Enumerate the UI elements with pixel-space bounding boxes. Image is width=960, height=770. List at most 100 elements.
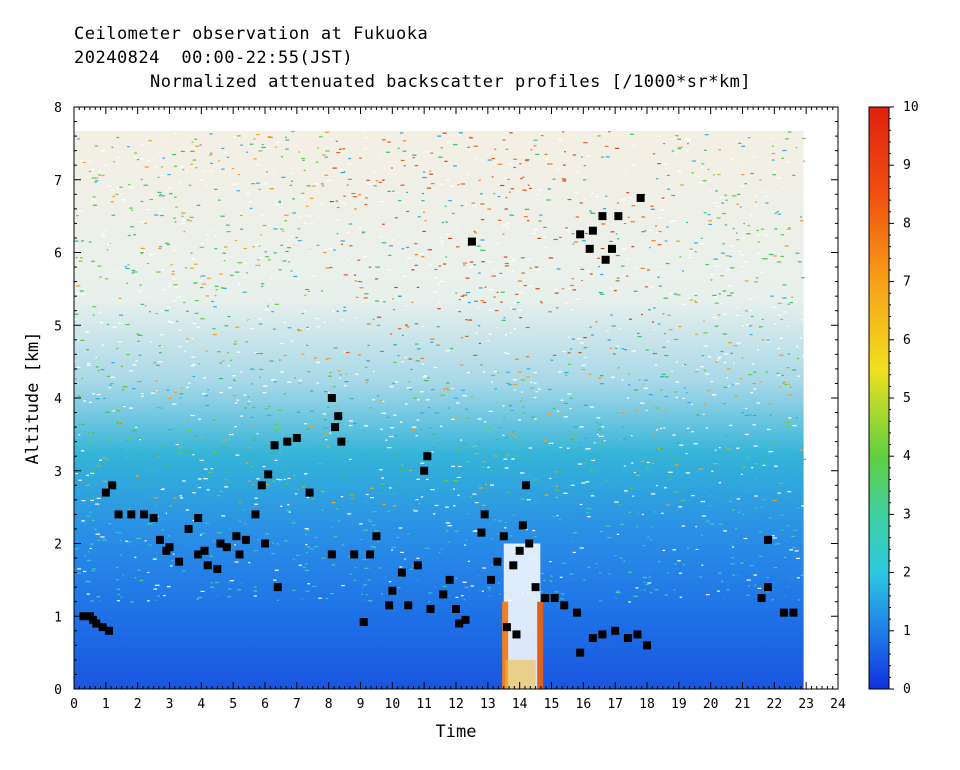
y-tick-label: 5 bbox=[54, 319, 62, 334]
cloud-base-point bbox=[413, 561, 422, 570]
chart-title-line-3: Normalized attenuated backscatter profil… bbox=[150, 72, 752, 92]
x-tick-label: 10 bbox=[385, 697, 401, 712]
cloud-base-point bbox=[493, 557, 502, 566]
cloud-base-point bbox=[512, 630, 521, 639]
colorbar-tick-label: 3 bbox=[903, 507, 911, 522]
cloud-base-point bbox=[509, 561, 518, 570]
cloud-base-point bbox=[576, 648, 585, 657]
cloud-base-point bbox=[480, 510, 489, 519]
cloud-base-point bbox=[114, 510, 123, 519]
cloud-base-point bbox=[184, 524, 193, 533]
cloud-base-point bbox=[101, 488, 110, 497]
cloud-base-point bbox=[789, 608, 798, 617]
cloud-base-point bbox=[525, 539, 534, 548]
cloud-base-point bbox=[522, 481, 531, 490]
colorbar-tick-label: 5 bbox=[903, 391, 911, 406]
cloud-base-point bbox=[359, 618, 368, 627]
cloud-base-point bbox=[623, 634, 632, 643]
x-tick-label: 22 bbox=[767, 697, 783, 712]
cloud-base-point bbox=[423, 452, 432, 461]
cloud-base-point bbox=[588, 226, 597, 235]
cloud-base-point bbox=[216, 539, 225, 548]
y-tick-label: 1 bbox=[54, 610, 62, 625]
x-tick-label: 17 bbox=[607, 697, 623, 712]
cloud-base-point bbox=[334, 412, 343, 421]
cloud-base-point bbox=[241, 535, 250, 544]
x-tick-label: 20 bbox=[703, 697, 719, 712]
y-tick-label: 7 bbox=[54, 174, 62, 189]
cloud-base-point bbox=[560, 601, 569, 610]
cloud-base-point bbox=[499, 532, 508, 541]
cloud-base-point bbox=[388, 586, 397, 595]
cloud-base-point bbox=[108, 481, 117, 490]
cloud-base-point bbox=[327, 394, 336, 402]
cloud-base-point bbox=[385, 601, 394, 610]
cloud-base-point bbox=[550, 594, 559, 603]
cloud-base-point bbox=[305, 488, 314, 497]
cloud-base-point bbox=[194, 550, 203, 559]
cloud-base-point bbox=[366, 550, 375, 559]
cloud-base-point bbox=[779, 608, 788, 617]
x-tick-label: 12 bbox=[448, 697, 464, 712]
y-tick-label: 3 bbox=[54, 465, 62, 480]
cloud-base-point bbox=[331, 423, 340, 432]
chart-title-line-1: Ceilometer observation at Fukuoka bbox=[74, 24, 429, 44]
x-tick-label: 6 bbox=[261, 697, 269, 712]
cloud-base-point bbox=[588, 634, 597, 643]
cloud-base-point bbox=[251, 510, 260, 519]
cloud-base-point bbox=[350, 550, 359, 559]
cloud-base-point bbox=[79, 612, 88, 621]
cloud-base-point bbox=[273, 583, 282, 592]
cloud-base-point bbox=[235, 550, 244, 559]
cloud-base-point bbox=[155, 535, 164, 544]
cloud-base-point bbox=[572, 608, 581, 617]
cloud-base-point bbox=[611, 626, 620, 635]
y-tick-label: 2 bbox=[54, 538, 62, 553]
cloud-base-point bbox=[222, 543, 231, 552]
cloud-base-point bbox=[404, 601, 413, 610]
cloud-base-point bbox=[607, 244, 616, 253]
cloud-base-point bbox=[261, 539, 269, 548]
cloud-base-point bbox=[601, 255, 610, 264]
y-tick-label: 4 bbox=[54, 392, 62, 407]
cloud-base-detections bbox=[79, 193, 798, 657]
cloud-base-point bbox=[200, 546, 209, 555]
colorbar-tick-label: 9 bbox=[903, 158, 911, 173]
x-tick-label: 14 bbox=[512, 697, 528, 712]
cloud-base-point bbox=[541, 594, 550, 603]
cloud-base-point bbox=[397, 568, 406, 577]
x-tick-label: 18 bbox=[639, 697, 655, 712]
x-tick-label: 5 bbox=[229, 697, 237, 712]
x-tick-label: 2 bbox=[134, 697, 142, 712]
cloud-base-point bbox=[636, 193, 645, 202]
cloud-base-point bbox=[518, 521, 527, 530]
y-axis-title: Altitude [km] bbox=[23, 331, 43, 464]
colorbar-tick-label: 4 bbox=[903, 449, 911, 464]
cloud-base-point bbox=[585, 244, 594, 253]
cloud-base-point bbox=[633, 630, 642, 639]
chart-title-line-2: 20240824 00:00-22:55(JST) bbox=[74, 48, 354, 68]
cloud-base-point bbox=[283, 437, 292, 446]
colorbar-tick-label: 7 bbox=[903, 275, 911, 290]
cloud-base-point bbox=[643, 641, 651, 650]
x-tick-label: 9 bbox=[357, 697, 365, 712]
precipitation-column bbox=[502, 543, 544, 689]
x-tick-label: 8 bbox=[325, 697, 333, 712]
x-tick-label: 23 bbox=[798, 697, 814, 712]
cloud-base-point bbox=[461, 615, 470, 624]
x-tick-label: 19 bbox=[671, 697, 687, 712]
cloud-base-point bbox=[420, 466, 429, 475]
colorbar-tick-label: 10 bbox=[903, 100, 919, 115]
cloud-base-point bbox=[467, 237, 476, 246]
colorbar-tick-label: 8 bbox=[903, 216, 911, 231]
cloud-base-point bbox=[162, 546, 171, 555]
cloud-base-point bbox=[98, 623, 107, 632]
x-tick-label: 4 bbox=[197, 697, 205, 712]
x-tick-label: 15 bbox=[544, 697, 560, 712]
colorbar bbox=[868, 106, 890, 690]
cloud-base-point bbox=[576, 230, 585, 239]
cloud-base-point bbox=[763, 583, 772, 592]
cloud-base-point bbox=[264, 470, 273, 479]
cloud-base-point bbox=[140, 510, 149, 519]
